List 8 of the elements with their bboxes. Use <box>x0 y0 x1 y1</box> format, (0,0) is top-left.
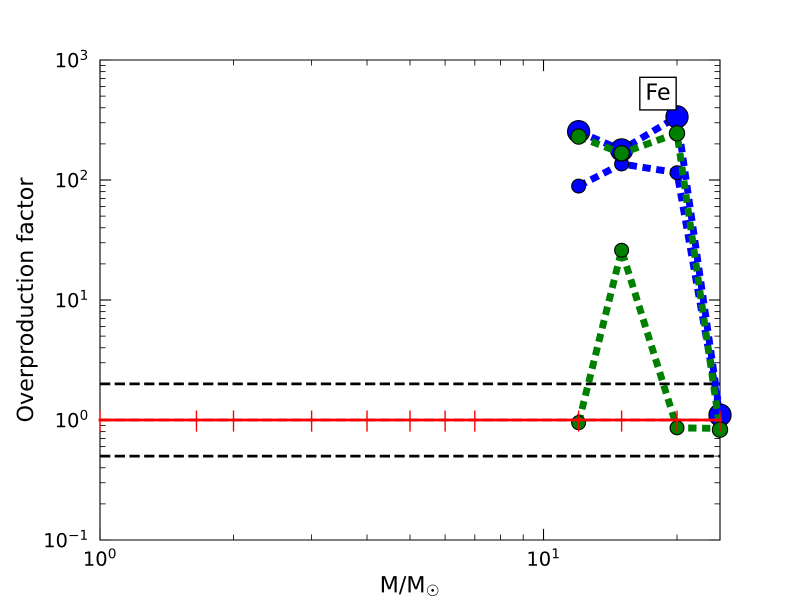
y-tick-label: 10$^{1}$ <box>56 290 87 308</box>
y-tick-label: 10$^{3}$ <box>56 50 88 68</box>
y-axis-title: Overproduction factor <box>16 178 38 422</box>
y-tick-label: 10$^{−1}$ <box>45 530 87 548</box>
x-axis-title: M/M$_{☉}$ <box>382 576 438 596</box>
y-tick-label: 10$^{0}$ <box>56 410 88 428</box>
annotation: Fe <box>648 84 670 100</box>
y-tick-label: 10$^{2}$ <box>56 170 87 188</box>
